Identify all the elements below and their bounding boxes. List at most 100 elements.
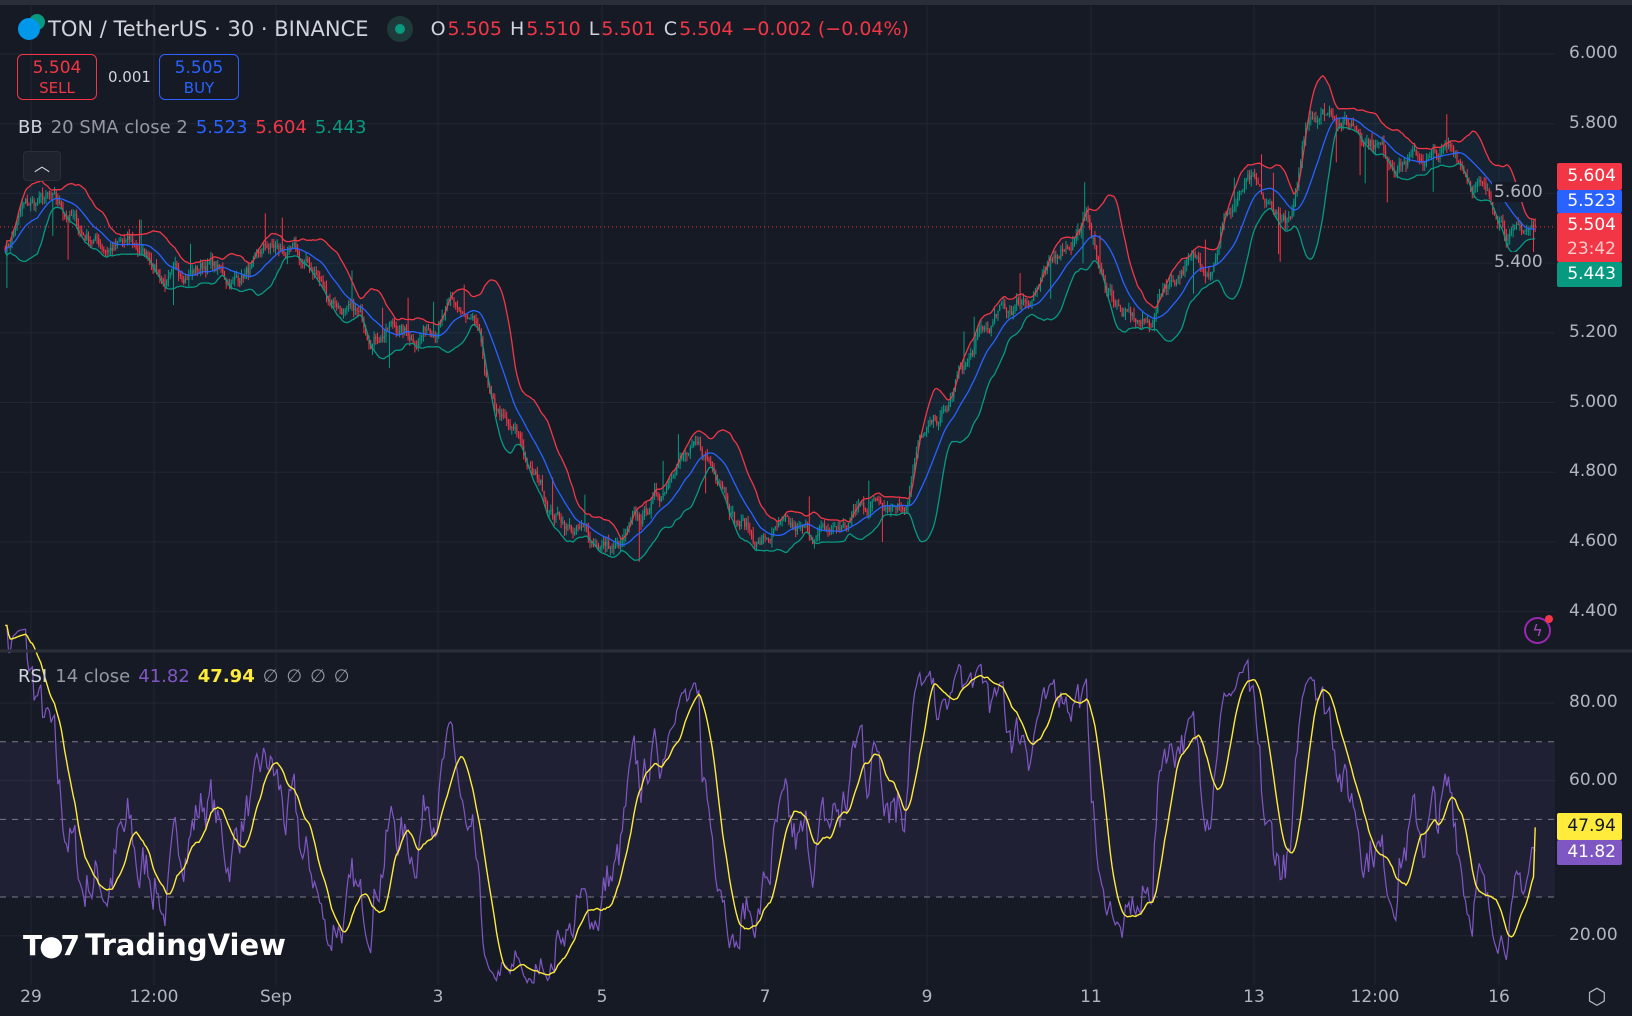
candle: [453, 299, 455, 303]
candle: [580, 526, 583, 528]
candle: [1135, 318, 1137, 322]
candle: [1005, 308, 1008, 313]
price-tick: 5.000: [1569, 391, 1618, 412]
candle: [1303, 138, 1305, 146]
candle: [609, 546, 611, 549]
candle: [511, 426, 513, 429]
collapse-legend-button[interactable]: ︿: [23, 151, 61, 181]
candle: [1242, 190, 1244, 192]
candle: [317, 274, 319, 277]
candle: [130, 238, 132, 240]
candle: [1141, 318, 1144, 324]
candle: [1318, 119, 1320, 121]
candle: [608, 541, 610, 549]
candle: [193, 270, 195, 273]
candle: [793, 524, 795, 528]
bb-legend[interactable]: BB 20 SMA close 2 5.523 5.604 5.443: [18, 117, 367, 138]
time-tick: Sep: [259, 987, 293, 1007]
candle: [1283, 215, 1285, 220]
candle: [892, 506, 894, 508]
candle: [1232, 209, 1234, 213]
candle: [72, 215, 74, 217]
candle: [115, 244, 117, 246]
rsi-legend[interactable]: RSI 14 close 41.82 47.94 ∅ ∅ ∅ ∅: [18, 666, 350, 687]
candle: [924, 432, 926, 436]
candle: [536, 471, 538, 479]
candle: [691, 445, 693, 448]
candle: [875, 498, 877, 500]
candle: [575, 526, 577, 533]
chevron-up-icon: ︿: [33, 156, 50, 175]
candle: [1351, 123, 1353, 126]
tradingview-logo[interactable]: T●7 TradingView: [23, 928, 286, 962]
candle: [601, 545, 603, 548]
candle: [533, 473, 535, 475]
candle: [943, 409, 945, 411]
candle: [13, 232, 15, 238]
candle: [467, 317, 469, 319]
candle: [1257, 180, 1259, 185]
candle: [106, 250, 108, 253]
candle: [733, 511, 736, 522]
settings-button[interactable]: ⬡: [1584, 985, 1610, 1011]
candle: [322, 280, 324, 287]
candle: [817, 534, 819, 537]
candle: [319, 276, 321, 281]
buy-button[interactable]: 5.505 BUY: [159, 54, 239, 100]
candle: [859, 503, 861, 506]
symbol-title[interactable]: TON / TetherUS · 30 · BINANCE: [48, 17, 369, 41]
lower-band-badge: 5.443: [1557, 262, 1622, 287]
candle: [1514, 225, 1516, 229]
candle: [368, 339, 370, 345]
candle: [1276, 211, 1278, 215]
candle: [167, 276, 169, 281]
candle: [1187, 257, 1189, 262]
candle: [419, 337, 421, 341]
candle: [1152, 326, 1154, 328]
candle: [1016, 299, 1018, 306]
candle: [701, 448, 703, 457]
candle: [660, 498, 662, 502]
candle: [688, 453, 690, 455]
candle: [1113, 296, 1115, 302]
bb-lower-line: [4, 126, 1536, 561]
candle: [648, 513, 651, 515]
candle: [460, 310, 462, 313]
candle: [613, 545, 615, 549]
candle: [1371, 139, 1373, 145]
candle: [708, 459, 710, 462]
candle: [1500, 220, 1502, 223]
candle: [203, 266, 205, 268]
alert-bolt-button[interactable]: ϟ: [1524, 615, 1553, 644]
candle: [1002, 303, 1004, 305]
bb-basis-line: [4, 117, 1536, 546]
candle: [283, 250, 285, 256]
price-tick: 5.200: [1569, 321, 1618, 342]
sell-button[interactable]: 5.504 SELL: [17, 54, 97, 100]
candle: [1396, 170, 1399, 174]
rsi-tick: 20.00: [1569, 924, 1618, 945]
candle: [1026, 302, 1028, 304]
market-status-icon[interactable]: [386, 16, 413, 42]
candle: [550, 508, 552, 512]
candle: [363, 320, 365, 328]
candle: [606, 541, 608, 547]
candle: [1521, 224, 1523, 232]
candle: [18, 213, 20, 221]
candle: [905, 505, 907, 511]
candle: [1094, 237, 1096, 246]
candle: [465, 314, 467, 318]
candle: [412, 338, 414, 343]
candle: [791, 522, 793, 528]
candle: [710, 461, 712, 466]
candle: [25, 198, 27, 203]
candle: [1419, 157, 1421, 159]
candle: [936, 420, 938, 424]
candle: [1432, 149, 1434, 153]
candle: [771, 534, 773, 541]
candle: [341, 308, 343, 315]
candle: [36, 202, 39, 204]
candle: [1402, 164, 1404, 166]
candle: [1228, 212, 1230, 215]
